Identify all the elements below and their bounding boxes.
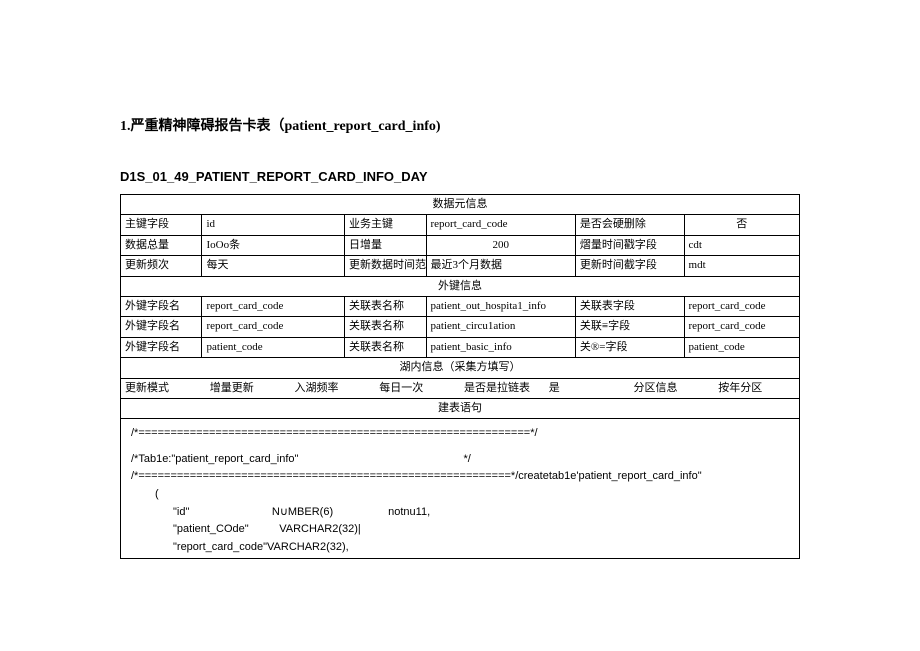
value-cell: report_card_code (202, 317, 345, 337)
value-cell: report_card_code (684, 317, 799, 337)
ddl-line: /*Tab1e:"patient_report_card_info" */ (131, 451, 789, 469)
lake-row: 更新模式 增量更新 入湖频率 每日一次 是否是拉链表 是 分区信息 按年分区 (121, 378, 800, 398)
ddl-section-header: 建表语句 (121, 398, 800, 418)
table-name-heading: D1S_01_49_PATIENT_REPORT_CARD_INFO_DAY (120, 169, 800, 184)
label-cell: 是否是拉链表 (460, 379, 545, 398)
meta-section-header: 数据元信息 (121, 195, 800, 215)
value-cell: 是 (545, 379, 630, 398)
label-cell: 更新频次 (121, 256, 202, 276)
value-cell: id (202, 215, 345, 235)
meta-row: 数据总量 IoOo条 日增量 200 熠量时间戳字段 cdt (121, 235, 800, 255)
value-cell: 每日一次 (375, 379, 460, 398)
ddl-column: "patient_COde" VARCHAR2(32)| (131, 521, 789, 539)
section-header-row: 建表语句 (121, 398, 800, 418)
value-cell: report_card_code (202, 296, 345, 316)
value-cell: patient_basic_info (426, 337, 575, 357)
value-cell: patient_circu1ation (426, 317, 575, 337)
label-cell: 日增量 (345, 235, 426, 255)
value-cell: 最近3个月数据 (426, 256, 575, 276)
label-cell: 业务主键 (345, 215, 426, 235)
ddl-line: /*======================================… (131, 425, 789, 443)
spec-table: 数据元信息 主键字段 id 业务主键 report_card_code 是否会硬… (120, 194, 800, 419)
fk-row: 外键字段名 patient_code 关联表名称 patient_basic_i… (121, 337, 800, 357)
document-page: 1.严重精神障碍报告卡表（patient_report_card_info) D… (0, 0, 920, 651)
label-cell: 关联表名称 (345, 317, 426, 337)
value-cell: 每天 (202, 256, 345, 276)
section-header-row: 湖内信息（采集方填写） (121, 358, 800, 378)
label-cell: 外键字段名 (121, 337, 202, 357)
value-cell: report_card_code (426, 215, 575, 235)
ddl-line: /*======================================… (131, 468, 789, 486)
label-cell: 入湖频率 (291, 379, 376, 398)
lake-section-header: 湖内信息（采集方填写） (121, 358, 800, 378)
value-cell: patient_code (684, 337, 799, 357)
label-cell: 分区信息 (630, 379, 715, 398)
ddl-column: "id" N∪MBER(6) notnu11, (131, 504, 789, 522)
ddl-line: ( (131, 486, 789, 504)
ddl-column: "report_card_code"VARCHAR2(32), (131, 539, 789, 557)
value-cell: 增量更新 (206, 379, 291, 398)
fk-row: 外键字段名 report_card_code 关联表名称 patient_out… (121, 296, 800, 316)
section-header-row: 数据元信息 (121, 195, 800, 215)
label-cell: 外键字段名 (121, 296, 202, 316)
fk-row: 外键字段名 report_card_code 关联表名称 patient_cir… (121, 317, 800, 337)
fk-section-header: 外键信息 (121, 276, 800, 296)
value-cell: mdt (684, 256, 799, 276)
meta-row: 主键字段 id 业务主键 report_card_code 是否会硬删除 否 (121, 215, 800, 235)
meta-row: 更新频次 每天 更新数据时间范围 最近3个月数据 更新时间截字段 mdt (121, 256, 800, 276)
label-cell: 外键字段名 (121, 317, 202, 337)
label-cell: 关联表字段 (575, 296, 684, 316)
label-cell: 是否会硬删除 (575, 215, 684, 235)
ddl-code-block: /*======================================… (120, 419, 800, 559)
label-cell: 主键字段 (121, 215, 202, 235)
value-cell: 按年分区 (714, 379, 799, 398)
value-cell: 否 (684, 215, 799, 235)
page-title: 1.严重精神障碍报告卡表（patient_report_card_info) (120, 115, 800, 135)
label-cell: 关联表名称 (345, 296, 426, 316)
value-cell: cdt (684, 235, 799, 255)
label-cell: 关联≡字段 (575, 317, 684, 337)
value-cell: patient_out_hospita1_info (426, 296, 575, 316)
label-cell: 熠量时间戳字段 (575, 235, 684, 255)
section-header-row: 外键信息 (121, 276, 800, 296)
label-cell: 更新模式 (121, 379, 206, 398)
label-cell: 更新时间截字段 (575, 256, 684, 276)
value-cell: patient_code (202, 337, 345, 357)
value-cell: report_card_code (684, 296, 799, 316)
label-cell: 关®=字段 (575, 337, 684, 357)
label-cell: 数据总量 (121, 235, 202, 255)
value-cell: IoOo条 (202, 235, 345, 255)
value-cell: 200 (426, 235, 575, 255)
label-cell: 更新数据时间范围 (345, 256, 426, 276)
label-cell: 关联表名称 (345, 337, 426, 357)
